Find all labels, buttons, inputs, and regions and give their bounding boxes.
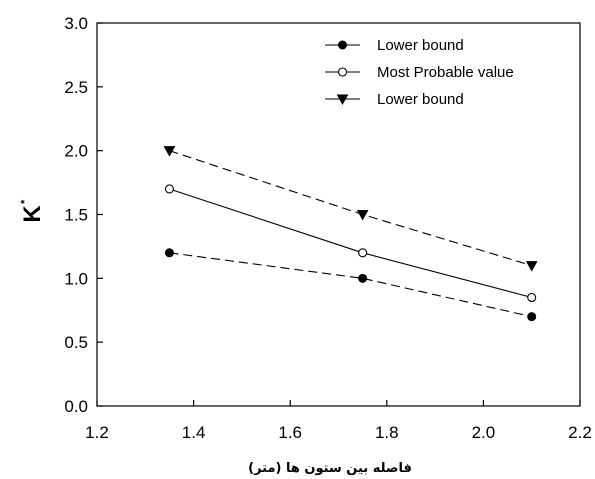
data-point-series-3 (356, 210, 369, 221)
y-tick-label: 0.5 (64, 333, 88, 352)
y-tick-label: 2.0 (64, 142, 88, 161)
y-tick-label: 2.5 (64, 78, 88, 97)
legend-label: Most Probable value (377, 64, 514, 81)
data-point-series-3 (525, 261, 538, 272)
data-point-series-2 (527, 292, 537, 303)
data-point-series-1 (164, 248, 174, 258)
series-line-1 (169, 252, 532, 318)
y-tick-label: 0.0 (64, 397, 88, 416)
data-point-series-1 (358, 273, 368, 283)
data-point-series-2 (164, 184, 174, 194)
y-axis-title-superscript: * (19, 199, 31, 204)
y-tick-label: 1.5 (64, 206, 88, 225)
series-line-2 (169, 188, 532, 299)
data-point-series-3 (163, 146, 176, 157)
legend-marker (337, 67, 348, 77)
x-tick-label: 1.4 (182, 423, 206, 442)
x-tick-label: 1.6 (278, 423, 302, 442)
data-point-series-1 (527, 312, 537, 322)
x-axis-title: فاصله بین ستون ها (متر) (248, 461, 412, 476)
legend-label: Lower bound (377, 91, 464, 108)
x-tick-label: 2.2 (568, 423, 592, 442)
y-axis-title-group: K* (19, 199, 46, 223)
y-tick-label: 3.0 (64, 14, 88, 33)
x-tick-label: 1.8 (375, 423, 399, 442)
legend-marker (336, 94, 349, 106)
legend-label: Lower bound (377, 37, 464, 54)
y-tick-label: 1.0 (64, 269, 88, 288)
y-axis-title: K (19, 205, 46, 223)
legend-marker (338, 40, 347, 50)
x-tick-label: 1.2 (85, 423, 109, 442)
x-tick-label: 2.0 (472, 423, 496, 442)
data-point-series-2 (358, 248, 368, 258)
